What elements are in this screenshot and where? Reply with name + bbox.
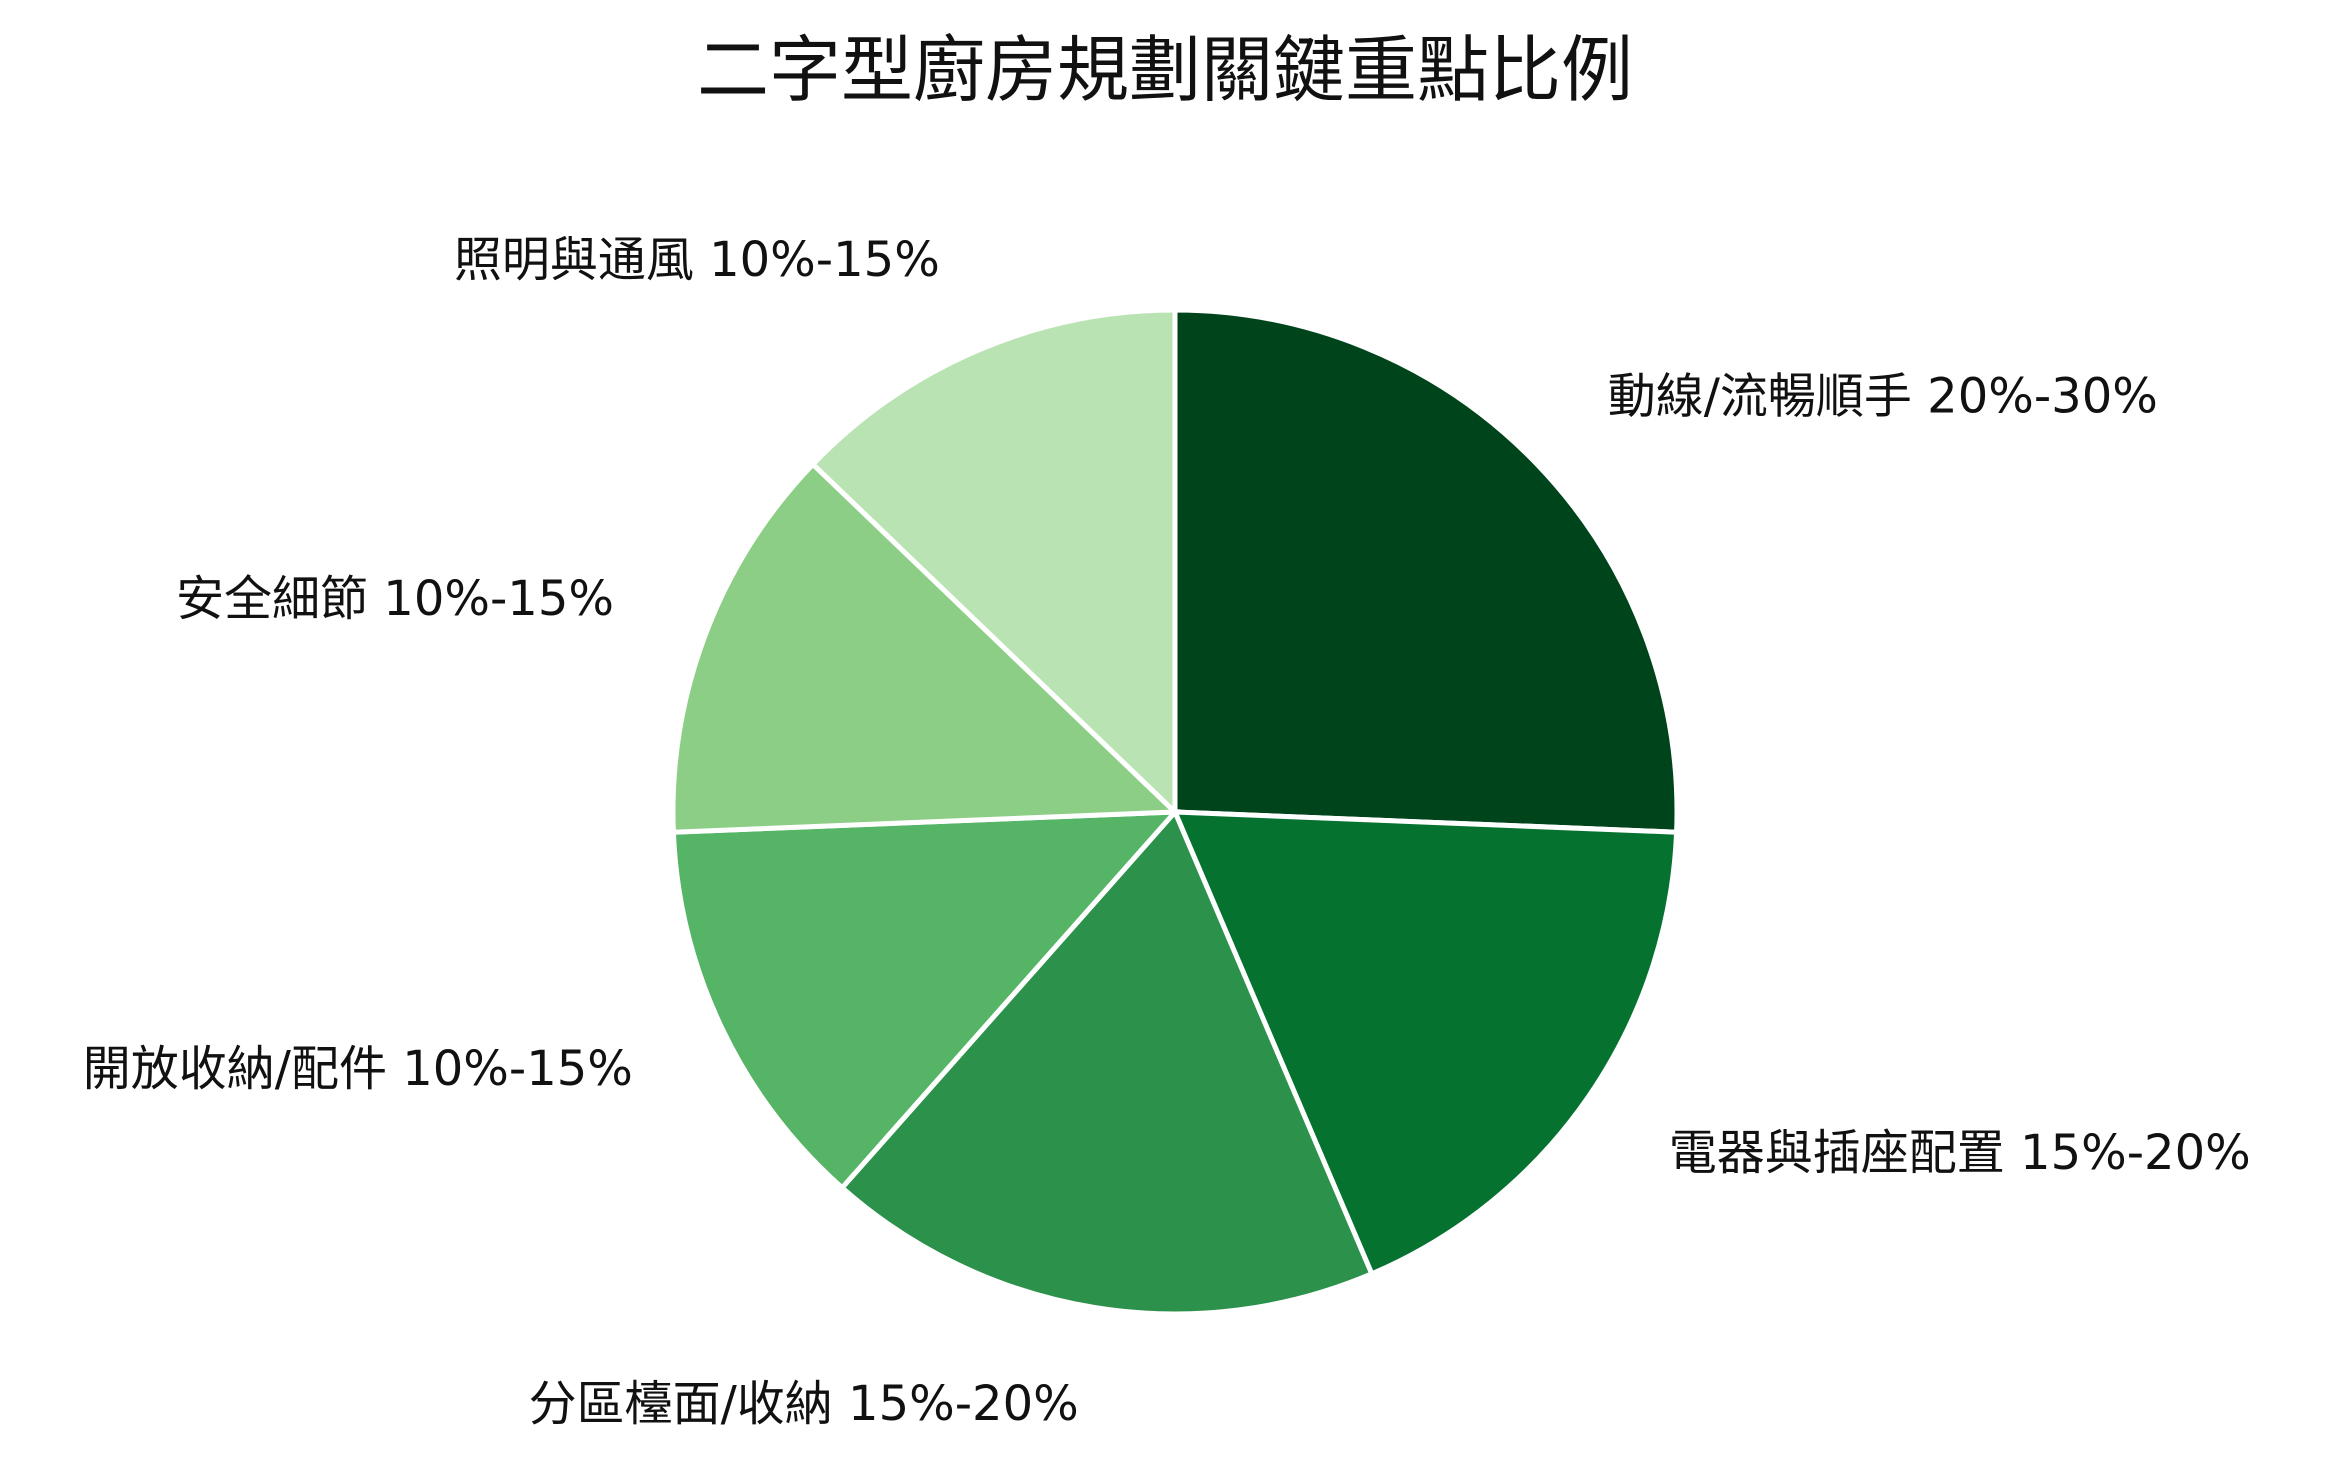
pie-slice-2 [1171, 809, 1680, 1278]
chart-title: 二字型廚房規劃關鍵重點比例 [697, 28, 1633, 112]
pie-slice-5 [670, 460, 1181, 835]
slice-label-4: 開放收納/配件 10%-15% [83, 1041, 633, 1097]
slices-layer [670, 307, 1680, 1317]
labels-layer: 動線/流暢順手 20%-30% 電器與插座配置 15%-20% 分區檯面/收納 15… [83, 232, 2251, 1432]
pie-slice-4 [670, 809, 1181, 1192]
slice-label-2: 電器與插座配置 15%-20% [1669, 1125, 2251, 1181]
pie-slice-1 [1172, 307, 1680, 835]
pie-slice-6 [809, 307, 1178, 818]
slice-label-3: 分區檯面/收納 15%-20% [529, 1376, 1079, 1432]
pie-slice-3 [838, 807, 1376, 1317]
slice-label-1: 動線/流暢順手 20%-30% [1608, 368, 2158, 424]
slice-label-6: 照明與通風 10%-15% [454, 232, 940, 288]
slice-label-5: 安全細節 10%-15% [176, 571, 614, 627]
